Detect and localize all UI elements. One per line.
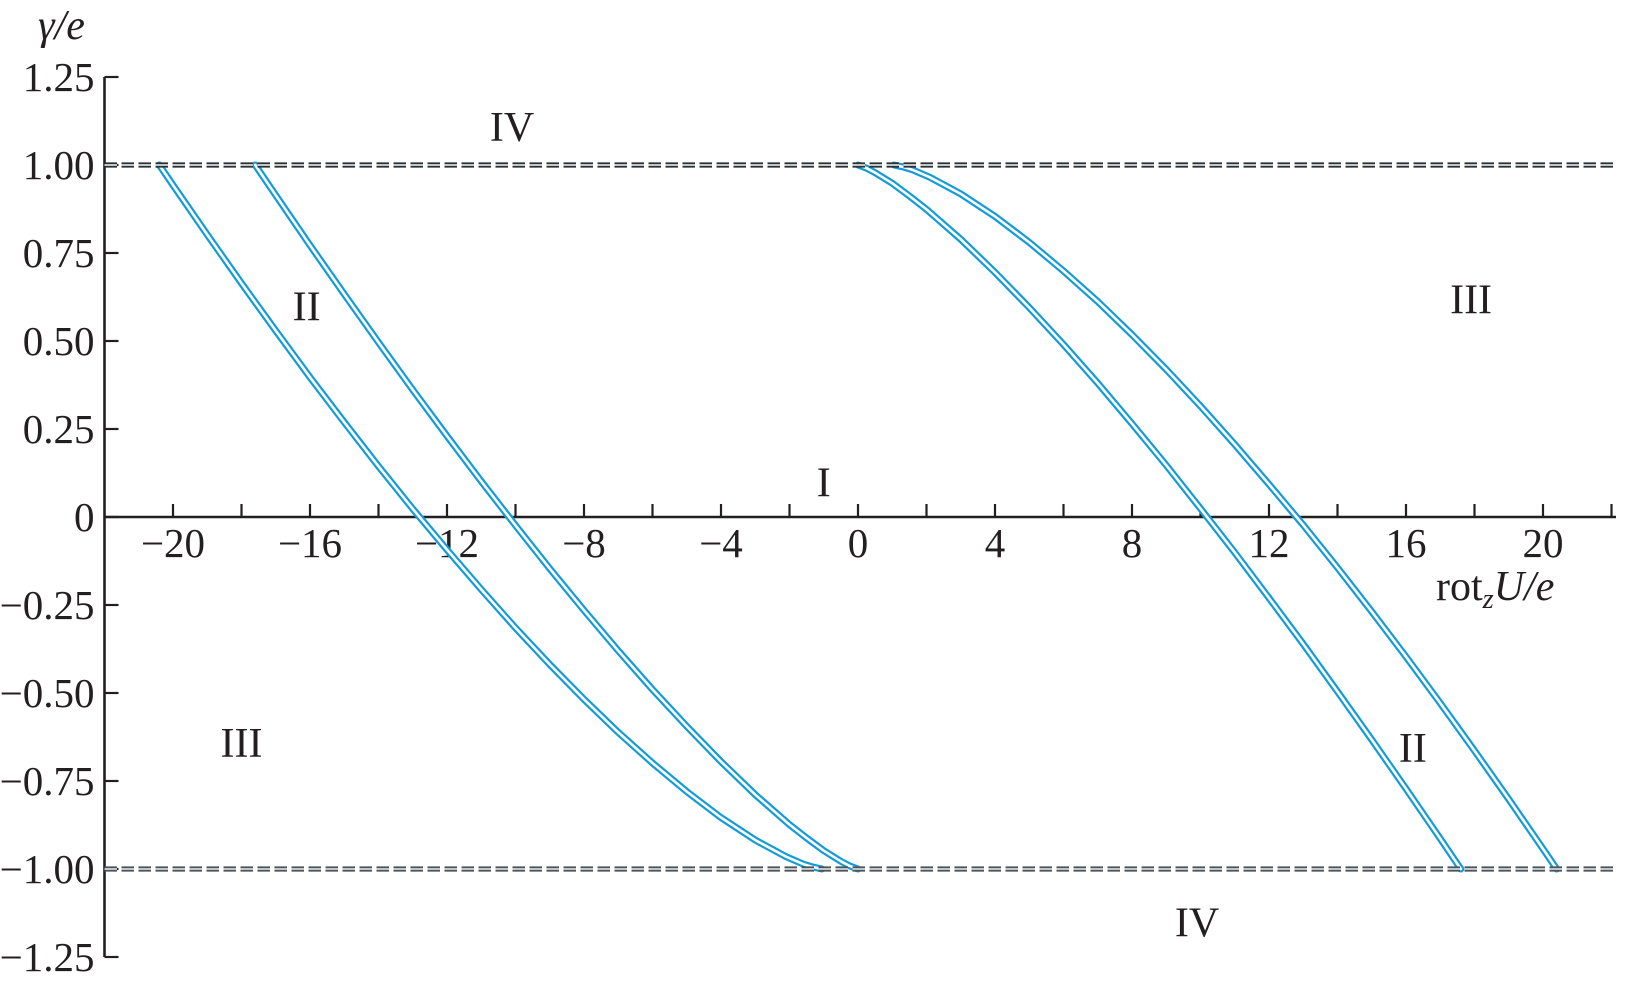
region-label-IV: IV — [1175, 900, 1219, 946]
region-label-II: II — [1399, 726, 1427, 772]
y-tick-label: −1.00 — [0, 846, 95, 892]
x-axis-title-roman: rot — [1436, 564, 1483, 610]
x-tick-label: 20 — [1523, 520, 1564, 566]
region-label-II: II — [293, 284, 321, 330]
y-tick-label: 0.50 — [23, 318, 95, 364]
y-tick-label: 0.25 — [23, 406, 95, 452]
region-label-IV: IV — [490, 105, 534, 151]
region-label-III: III — [221, 721, 263, 767]
curve-core-right-inner-boundary — [856, 163, 1463, 871]
y-tick-label: −1.25 — [0, 934, 95, 980]
x-axis-title: rotzU/e — [1436, 563, 1554, 616]
curve-core-left-inner-boundary — [253, 163, 860, 871]
y-tick-label: −0.25 — [0, 582, 95, 628]
y-tick-label: 1.00 — [23, 142, 95, 188]
region-label-I: I — [817, 460, 831, 506]
x-tick-label: −16 — [278, 520, 342, 566]
y-axis-title: γ/e — [38, 2, 85, 50]
x-tick-label: 0 — [848, 520, 869, 566]
y-tick-label: 0.75 — [23, 230, 95, 276]
x-tick-label: −4 — [699, 520, 743, 566]
y-tick-label: −0.50 — [0, 670, 95, 716]
x-tick-label: −8 — [562, 520, 606, 566]
curve-core-left-outer-boundary — [158, 163, 824, 871]
x-tick-label: −20 — [141, 520, 205, 566]
y-tick-label: 1.25 — [23, 54, 95, 100]
x-tick-label: 12 — [1249, 520, 1290, 566]
x-axis-title-subscript: z — [1482, 583, 1494, 615]
y-tick-label: −0.75 — [0, 758, 95, 804]
curve-core-right-outer-boundary — [892, 163, 1558, 871]
y-tick-label: 0 — [74, 494, 95, 540]
x-axis-title-italic: U/e — [1493, 564, 1555, 610]
x-tick-label: 8 — [1122, 520, 1143, 566]
region-label-III: III — [1450, 277, 1492, 323]
y-axis-title-text: γ/e — [38, 3, 85, 49]
x-tick-label: 16 — [1386, 520, 1427, 566]
x-tick-label: 4 — [985, 520, 1006, 566]
